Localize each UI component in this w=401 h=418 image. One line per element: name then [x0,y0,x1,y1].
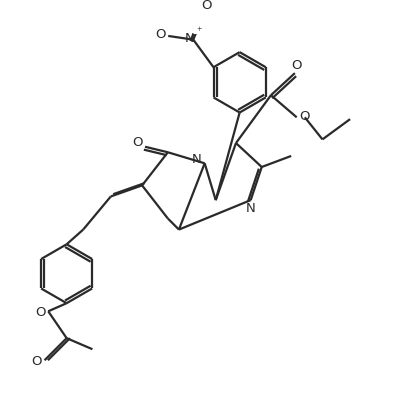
Text: O: O [35,306,45,319]
Text: N: N [191,153,201,166]
Text: O: O [132,136,143,149]
Text: O: O [299,110,309,123]
Text: N: N [184,32,194,45]
Text: N: N [245,202,255,215]
Text: $^+$: $^+$ [194,26,203,36]
Text: O: O [154,28,165,41]
Text: $^-$: $^-$ [211,0,220,5]
Text: O: O [31,355,42,368]
Text: O: O [200,0,211,12]
Text: O: O [290,59,301,72]
